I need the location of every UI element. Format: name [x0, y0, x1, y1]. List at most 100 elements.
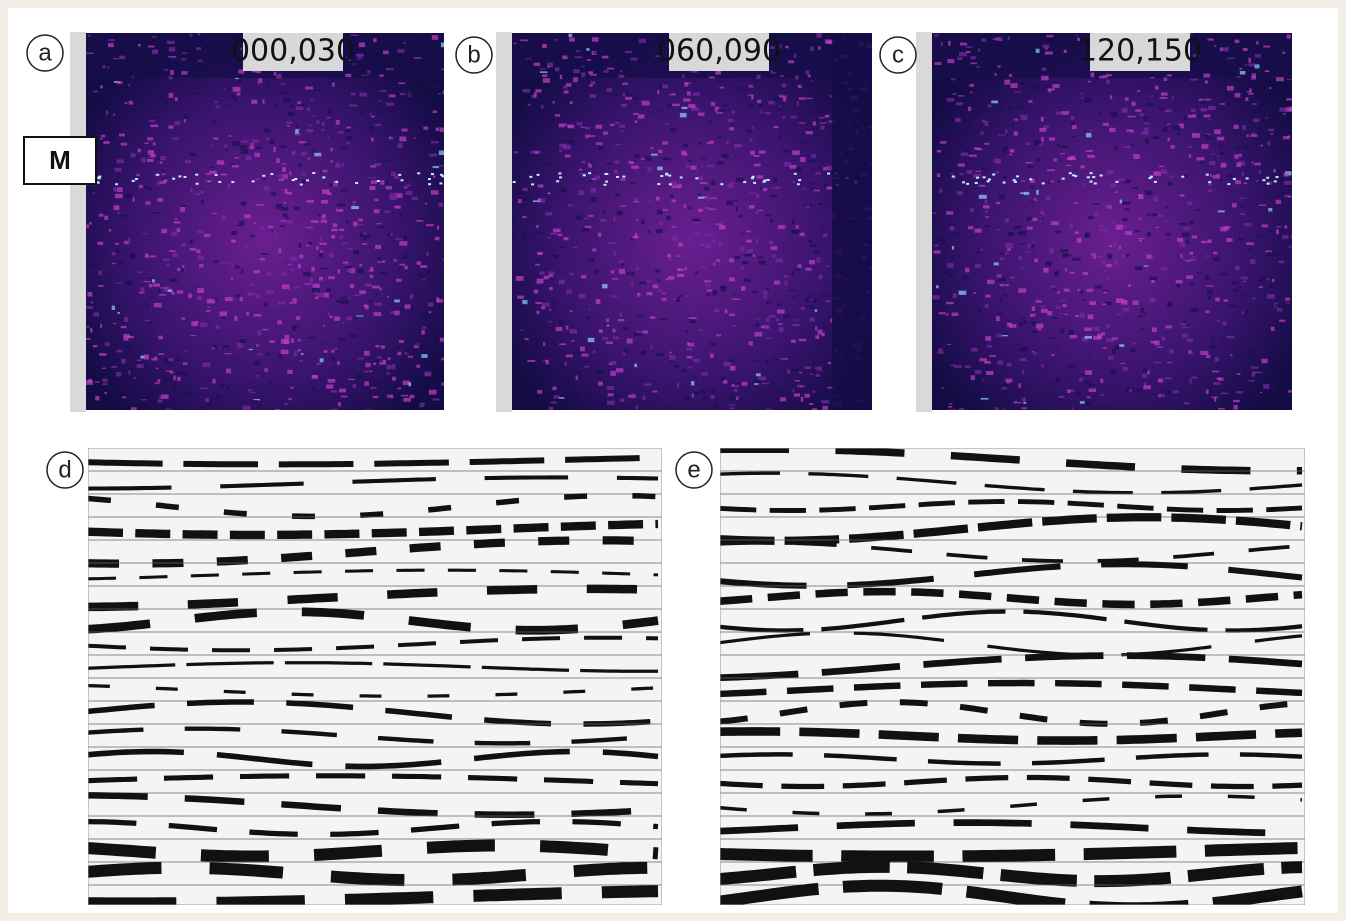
speck — [998, 252, 1005, 255]
speck — [1148, 116, 1151, 119]
speck — [279, 83, 286, 85]
speck — [345, 129, 352, 133]
speck — [1081, 97, 1085, 100]
speck — [1018, 255, 1023, 261]
speck — [1106, 264, 1112, 268]
speck — [1092, 202, 1100, 205]
speck — [588, 180, 593, 182]
speck — [1049, 137, 1056, 141]
speck — [1043, 267, 1049, 273]
speck — [701, 372, 708, 376]
speck — [1200, 240, 1207, 244]
speck — [1036, 189, 1039, 195]
speck — [552, 386, 557, 391]
reflector — [720, 794, 1303, 816]
bright-dot — [1181, 175, 1185, 178]
speck — [441, 214, 444, 217]
speck — [671, 226, 677, 228]
speck — [317, 213, 326, 216]
speck — [1002, 334, 1008, 337]
speck — [546, 237, 552, 239]
speck — [1236, 76, 1241, 78]
speck — [1234, 132, 1240, 135]
speck — [1002, 147, 1007, 153]
bright-dot — [1153, 180, 1157, 183]
speck — [307, 124, 313, 126]
speck — [592, 248, 597, 252]
speck — [720, 376, 724, 382]
speck — [1102, 289, 1108, 292]
speck — [522, 187, 528, 192]
speck — [1291, 235, 1292, 239]
bright-dot — [536, 173, 540, 176]
speck — [655, 55, 663, 58]
speck — [936, 329, 940, 334]
speck — [90, 301, 94, 304]
speck — [549, 287, 553, 291]
reflector — [720, 699, 1303, 727]
speck — [1252, 103, 1257, 106]
speck — [307, 336, 314, 338]
speck — [817, 329, 823, 335]
speck — [752, 254, 756, 257]
speck — [164, 377, 172, 381]
speck — [389, 192, 398, 197]
speck — [1143, 265, 1149, 267]
speck — [1061, 111, 1070, 115]
speck — [613, 169, 618, 174]
speck — [987, 104, 992, 108]
speck — [320, 267, 329, 270]
speck — [263, 178, 266, 181]
speck — [555, 326, 563, 332]
speck — [144, 142, 149, 144]
speck — [401, 394, 409, 397]
speck — [975, 149, 981, 153]
speck — [1214, 129, 1221, 135]
speck — [288, 398, 292, 401]
speck — [1251, 132, 1256, 135]
speck — [819, 122, 827, 124]
speck — [966, 170, 973, 174]
speck — [724, 309, 728, 314]
speck — [738, 215, 743, 218]
speck — [323, 350, 328, 353]
speck — [322, 324, 326, 327]
speck — [793, 393, 801, 397]
speck — [1169, 349, 1174, 354]
speck — [745, 251, 749, 255]
bright-dot — [1089, 172, 1093, 175]
speck — [259, 258, 265, 261]
bright-dot — [1273, 180, 1277, 183]
speck — [1031, 217, 1038, 222]
speck — [1232, 289, 1239, 292]
speck — [581, 353, 589, 357]
speck — [157, 399, 163, 403]
speck — [1043, 125, 1050, 129]
speck — [307, 157, 311, 160]
speck — [1284, 225, 1288, 229]
speck — [790, 115, 797, 119]
speck — [1169, 80, 1173, 83]
speck — [763, 295, 767, 299]
speck — [628, 394, 636, 398]
speck — [428, 82, 436, 88]
speck — [1048, 88, 1052, 93]
speck — [1187, 146, 1192, 149]
speck — [89, 188, 95, 194]
speck — [220, 62, 226, 65]
speck — [356, 315, 364, 317]
speck — [554, 38, 558, 41]
speck — [419, 273, 422, 278]
speck — [106, 66, 110, 69]
speck — [1206, 354, 1211, 358]
speck — [1183, 318, 1186, 323]
speck — [196, 317, 200, 319]
speck — [559, 74, 563, 80]
speck — [1244, 64, 1248, 66]
speck — [199, 264, 204, 268]
speck — [407, 355, 413, 358]
speck — [290, 386, 294, 389]
reflector — [88, 519, 659, 540]
speck — [320, 237, 323, 242]
speck — [768, 315, 776, 318]
